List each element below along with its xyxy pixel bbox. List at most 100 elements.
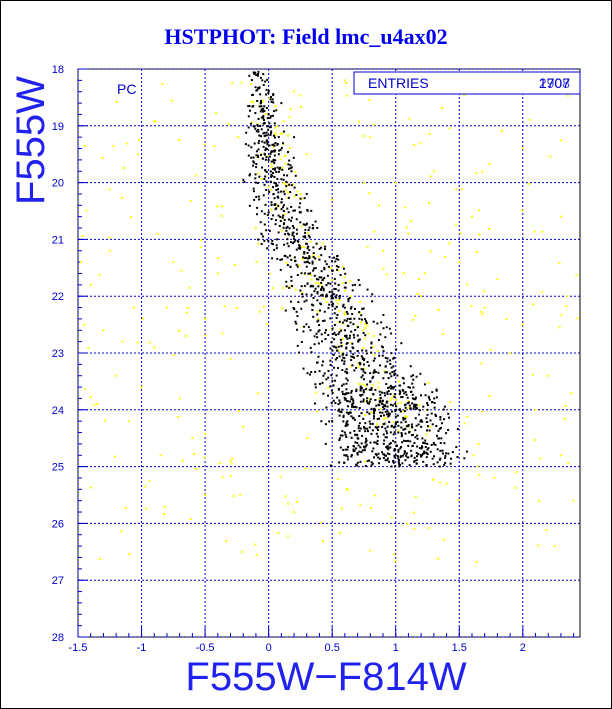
sequence-star-point (428, 398, 431, 401)
field-star-point (161, 82, 164, 85)
sequence-star-point (335, 305, 338, 308)
sequence-star-point (390, 425, 393, 428)
sequence-star-point (313, 335, 316, 338)
field-star-point (375, 423, 378, 426)
sequence-star-point (326, 295, 329, 298)
y-tick-label: 21 (52, 234, 64, 246)
field-star-point (563, 417, 566, 420)
sequence-star-point (293, 235, 296, 238)
sequence-star-point (444, 454, 447, 457)
sequence-star-point (298, 245, 301, 248)
sequence-star-point (346, 448, 349, 451)
sequence-star-point (262, 110, 265, 113)
sequence-star-point (314, 370, 317, 373)
field-star-point (284, 213, 287, 216)
sequence-star-point (269, 170, 272, 173)
field-star-point (189, 518, 192, 521)
sequence-star-point (285, 285, 288, 288)
sequence-star-point (286, 242, 289, 245)
sequence-star-point (299, 211, 302, 214)
sequence-star-point (345, 423, 348, 426)
sequence-star-point (383, 404, 386, 407)
sequence-star-point (379, 401, 382, 404)
field-star-point (383, 418, 386, 421)
sequence-star-point (406, 456, 409, 459)
sequence-star-point (311, 262, 314, 265)
sequence-star-point (273, 122, 276, 125)
sequence-star-point (388, 453, 391, 456)
field-star-point (108, 188, 111, 191)
field-star-point (305, 153, 308, 156)
sequence-star-point (413, 460, 416, 463)
sequence-star-point (277, 196, 280, 199)
sequence-star-point (305, 299, 308, 302)
sequence-star-point (346, 445, 349, 448)
field-star-point (108, 236, 111, 239)
field-star-point (275, 203, 278, 206)
field-star-point (558, 326, 561, 329)
sequence-star-point (314, 267, 317, 270)
sequence-star-point (426, 413, 429, 416)
sequence-star-point (390, 352, 393, 355)
sequence-star-point (380, 415, 383, 418)
sequence-star-point (383, 407, 386, 410)
field-star-point (549, 155, 552, 158)
field-star-point (185, 334, 188, 337)
field-star-point (367, 332, 370, 335)
field-star-point (306, 437, 309, 440)
sequence-star-point (402, 416, 405, 419)
sequence-star-point (443, 405, 446, 408)
sequence-star-point (260, 128, 263, 131)
sequence-star-point (423, 450, 426, 453)
sequence-star-point (341, 359, 344, 362)
sequence-star-point (384, 371, 387, 374)
sequence-star-point (264, 134, 267, 137)
field-star-point (316, 410, 319, 413)
sequence-star-point (392, 459, 395, 462)
field-star-point (309, 255, 312, 258)
sequence-star-point (250, 156, 253, 159)
sequence-star-point (304, 231, 307, 234)
sequence-star-point (395, 348, 398, 351)
sequence-star-point (256, 182, 259, 185)
sequence-star-point (266, 125, 269, 128)
sequence-star-point (419, 372, 422, 375)
field-star-point (345, 81, 348, 84)
sequence-star-point (311, 308, 314, 311)
sequence-star-point (264, 168, 267, 171)
field-star-point (408, 117, 411, 120)
x-tick-label: 1 (393, 642, 399, 654)
sequence-star-point (341, 321, 344, 324)
sequence-star-point (351, 398, 354, 401)
field-star-point (304, 467, 307, 470)
sequence-star-point (401, 441, 404, 444)
sequence-star-point (408, 464, 411, 467)
field-star-point (284, 162, 287, 165)
sequence-star-point (245, 131, 248, 134)
sequence-star-point (365, 445, 368, 448)
sequence-star-point (268, 126, 271, 129)
field-star-point (340, 351, 343, 354)
sequence-star-point (361, 374, 364, 377)
sequence-star-point (426, 402, 429, 405)
field-star-point (287, 191, 290, 194)
sequence-star-point (408, 431, 411, 434)
sequence-star-point (282, 206, 285, 209)
sequence-star-point (263, 212, 266, 215)
sequence-star-point (412, 386, 415, 389)
sequence-star-point (344, 334, 347, 337)
sequence-star-point (267, 113, 270, 116)
sequence-star-point (398, 459, 401, 462)
sequence-star-point (270, 203, 273, 206)
sequence-star-point (269, 98, 272, 101)
sequence-star-point (255, 89, 258, 92)
sequence-star-point (389, 403, 392, 406)
sequence-star-point (345, 424, 348, 427)
sequence-star-point (366, 400, 369, 403)
sequence-star-point (305, 223, 308, 226)
sequence-star-point (247, 126, 250, 129)
sequence-star-point (247, 115, 250, 118)
sequence-star-point (336, 396, 339, 399)
sequence-star-point (284, 309, 287, 312)
sequence-star-point (352, 333, 355, 336)
